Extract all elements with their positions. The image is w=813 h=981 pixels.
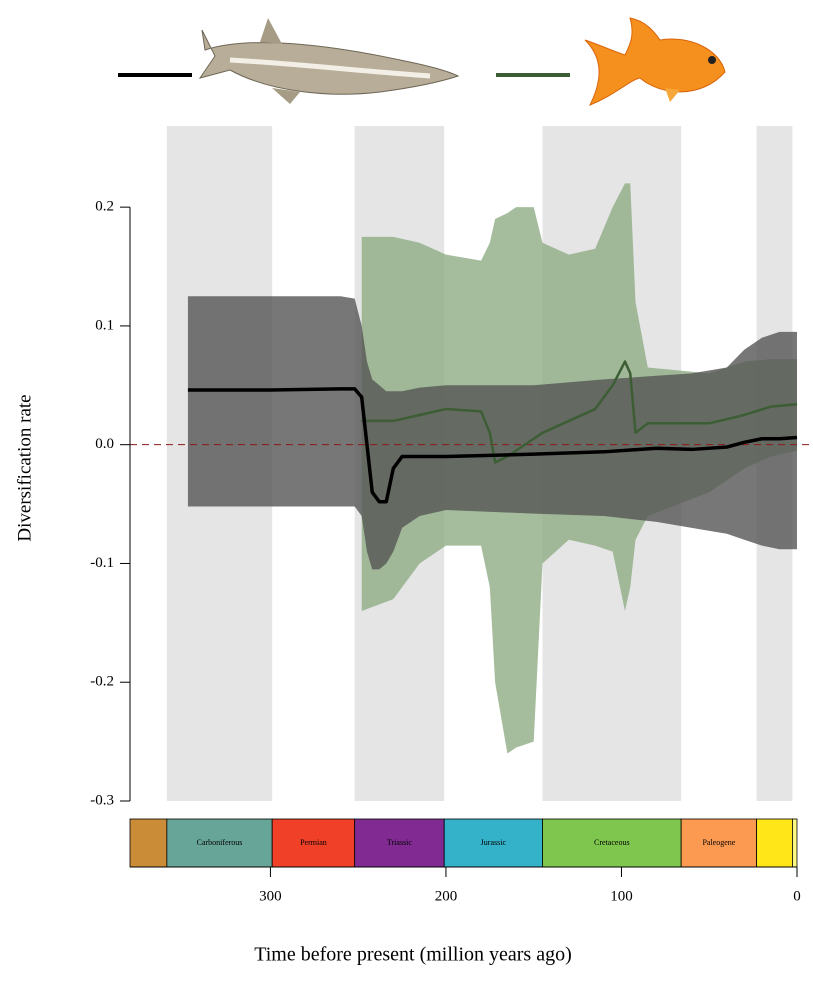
period-label: Paleogene [702,838,735,847]
chart: 0.2 0.1 0.0 -0.1 -0.2 -0.3 Diversification rat… [0,0,813,981]
x-tick-label: 300 [259,888,282,904]
period-box [792,819,797,867]
y-tick-label: 0.2 [95,199,114,215]
y-tick-label: -0.3 [90,792,114,808]
sturgeon-icon [200,18,458,104]
y-tick-label: 0.0 [95,436,114,452]
period-label: Permian [300,838,327,847]
y-tick-label: -0.2 [90,674,114,690]
period-label: Triassic [387,838,412,847]
y-tick-label: -0.1 [90,555,114,571]
legend [200,18,725,105]
x-tick-label: 0 [793,888,801,904]
period-label: Carboniferous [197,838,243,847]
period-box [757,819,793,867]
goldfish-icon [585,18,725,105]
x-tick-label: 100 [610,888,633,904]
period-label: Jurassic [481,838,507,847]
period-box [130,819,167,867]
x-tick-label: 200 [435,888,458,904]
y-tick-label: 0.1 [95,317,114,333]
period-label: Cretaceous [594,838,630,847]
y-axis-label: Diversification rate [14,394,35,541]
x-axis-label: Time before present (million years ago) [254,944,572,966]
